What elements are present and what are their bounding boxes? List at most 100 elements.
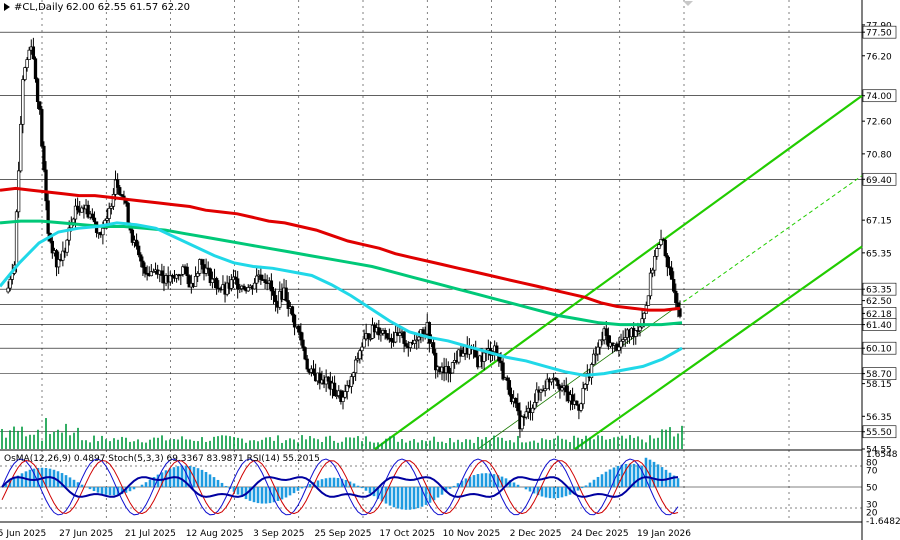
candle-body [545,378,549,390]
candle-body [67,227,71,241]
candle-body [431,342,436,354]
candle-body [259,274,263,280]
candle-body [648,272,653,297]
candle-body [57,259,61,268]
candle-body [581,388,585,405]
symbol-label: #CL,Daily [14,2,63,13]
candle-body [663,239,667,257]
candle-body [575,400,579,406]
candle-body [286,300,290,309]
oscillator-tick-label: -1.6482 [866,517,900,527]
oscillator-tick-label: 1.6548 [866,450,898,460]
candle-body [507,380,512,395]
price-tick-label: 63.35 [866,286,892,296]
time-tick-label: 21 Jul 2025 [125,529,176,539]
candle-body [343,391,347,398]
candle-body [65,239,69,253]
candle-body [141,260,145,268]
candle-body [617,346,621,351]
candle-body [14,211,19,266]
candle-body [446,366,450,373]
time-tick-label: 5 Jun 2025 [0,529,46,539]
candle-body [6,287,10,293]
candle-body [408,341,413,348]
candle-body [204,267,208,274]
candle-body [600,339,604,342]
candle-body [263,279,267,283]
candle-body [524,411,528,418]
candle-body [196,273,200,277]
candle-body [246,287,250,292]
candle-body [379,332,383,336]
candle-body [556,379,560,387]
candle-body [273,295,278,303]
candle-body [450,362,455,374]
channel-lower-line [574,245,863,450]
candle-body [589,364,594,379]
time-axis: 5 Jun 2025 27 Jun 2025 21 Jul 2025 12 Aug 2… [0,529,691,539]
candle-body [198,259,202,274]
candle-body [86,204,90,218]
candle-body [254,275,259,284]
candle-body [339,390,343,402]
candle-body [305,358,309,370]
candles [6,37,682,438]
candle-body [520,416,524,430]
candle-body [42,145,46,171]
candle-body [25,59,29,68]
candle-body [242,285,246,290]
candle-body [75,205,80,211]
candle-body [353,359,358,374]
candle-body [412,339,417,344]
candle-body [535,389,539,403]
candle-body [111,194,116,207]
candle-body [665,255,670,268]
candle-body [495,345,499,354]
candle-body [368,337,373,340]
candle-body [659,239,663,246]
time-tick-label: 19 Jan 2026 [637,529,691,539]
candle-body [533,402,537,409]
candle-body [356,358,360,361]
rsi-line [1,476,679,498]
candle-body [33,58,38,80]
candle-body [21,79,25,125]
channel-upper-line [374,94,863,450]
candle-body [299,331,303,341]
candle-body [377,327,381,336]
channel-middle-projection [671,175,863,311]
candle-body [160,270,164,276]
shift-marker-icon[interactable] [683,1,693,6]
candle-body [394,332,398,343]
candle-body [40,109,44,147]
candle-body [179,273,183,276]
candle-body [335,395,339,397]
candle-body [404,343,408,347]
price-tick-label: 55.50 [866,428,892,438]
candle-body [107,207,111,219]
candle-body [667,266,672,269]
candle-body [292,314,297,328]
price-tick-label: 76.20 [866,52,892,62]
price-tick-label: 62.18 [866,310,892,320]
candle-body [650,269,655,274]
candle-body [636,330,640,332]
candle-body [634,330,638,337]
candle-body [44,169,48,202]
candle-body [501,362,505,380]
candle-body [290,306,295,316]
candle-body [674,290,678,304]
time-tick-label: 25 Sep 2025 [314,529,371,539]
ohlc-label: 62.00 62.55 61.57 62.20 [66,2,190,13]
oscillator-tick-label: 50 [866,484,878,494]
price-tick-label: 72.60 [866,118,892,128]
candle-body [210,278,215,283]
candle-body [646,295,651,306]
candle-body [16,170,21,213]
candle-body [174,274,179,279]
price-tick-label: 65.35 [866,249,892,259]
price-tick-label: 67.15 [866,217,892,227]
candle-body [366,333,370,339]
candle-body [564,385,568,393]
